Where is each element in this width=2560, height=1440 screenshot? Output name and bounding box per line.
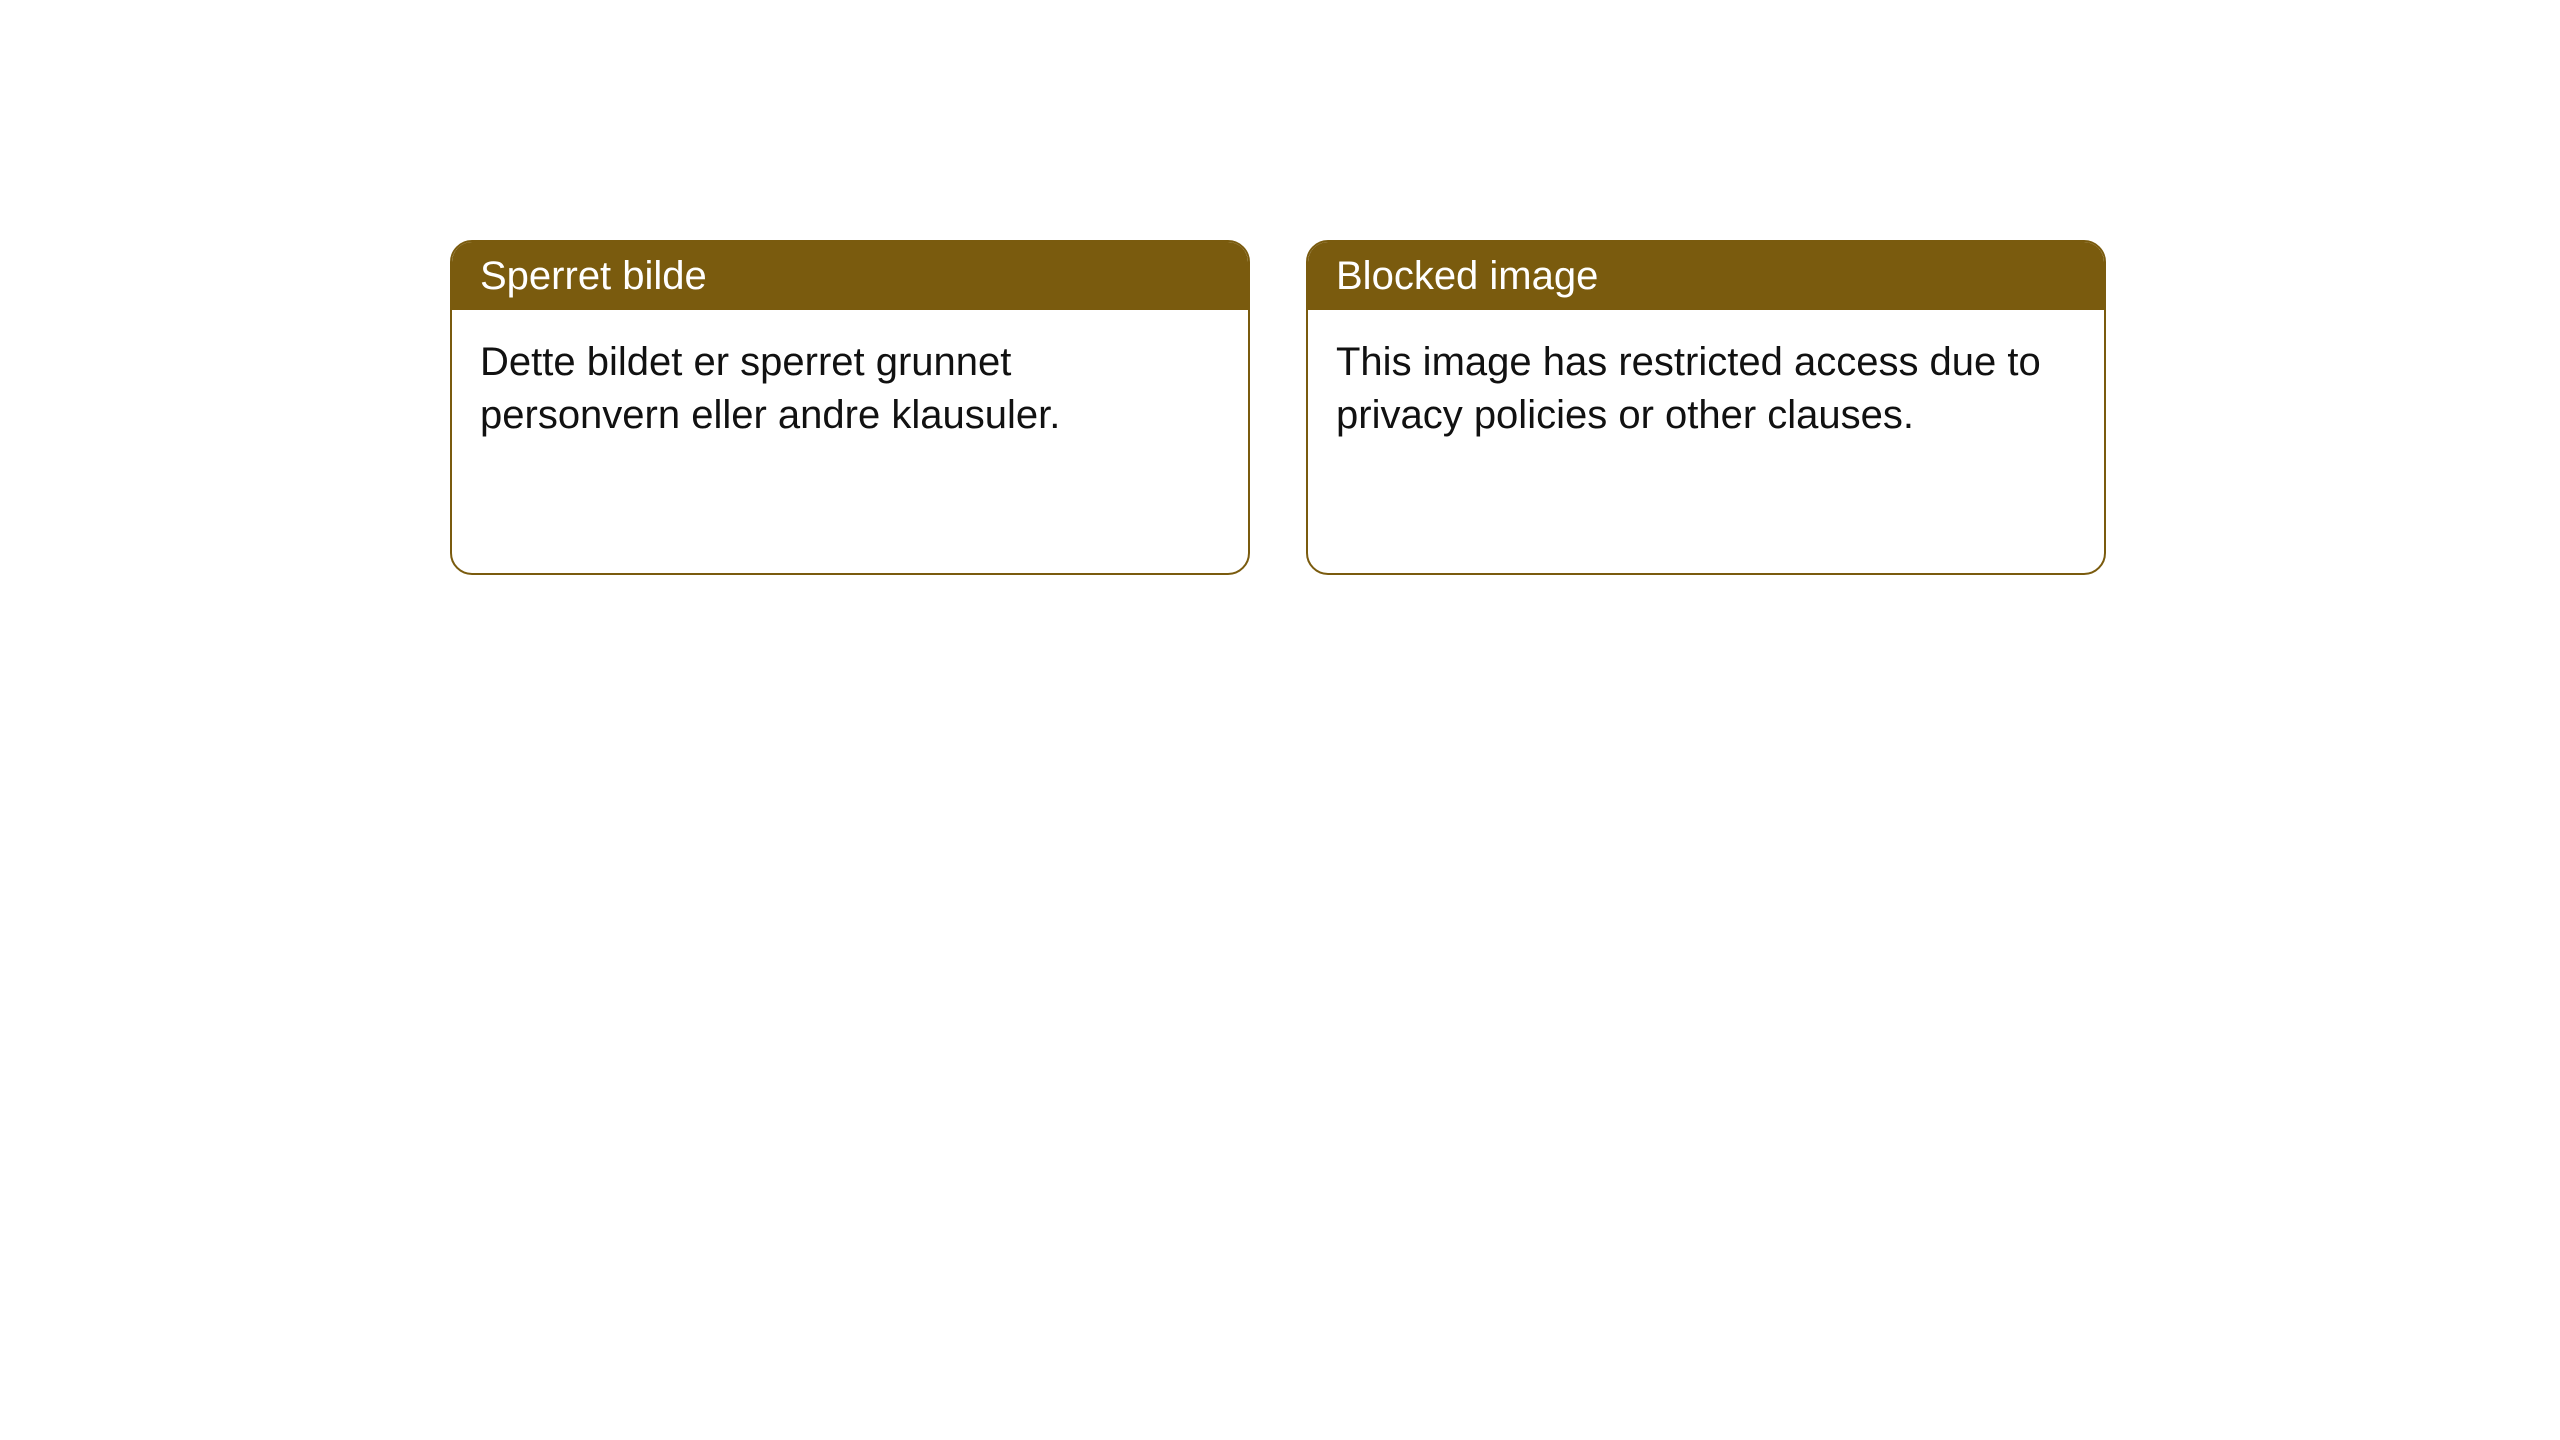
notice-card-title-no: Sperret bilde — [452, 242, 1248, 310]
notice-card-body-no: Dette bildet er sperret grunnet personve… — [452, 310, 1248, 468]
notice-card-no: Sperret bilde Dette bildet er sperret gr… — [450, 240, 1250, 575]
notice-cards-row: Sperret bilde Dette bildet er sperret gr… — [0, 0, 2560, 575]
notice-card-title-en: Blocked image — [1308, 242, 2104, 310]
notice-card-en: Blocked image This image has restricted … — [1306, 240, 2106, 575]
notice-card-body-en: This image has restricted access due to … — [1308, 310, 2104, 468]
